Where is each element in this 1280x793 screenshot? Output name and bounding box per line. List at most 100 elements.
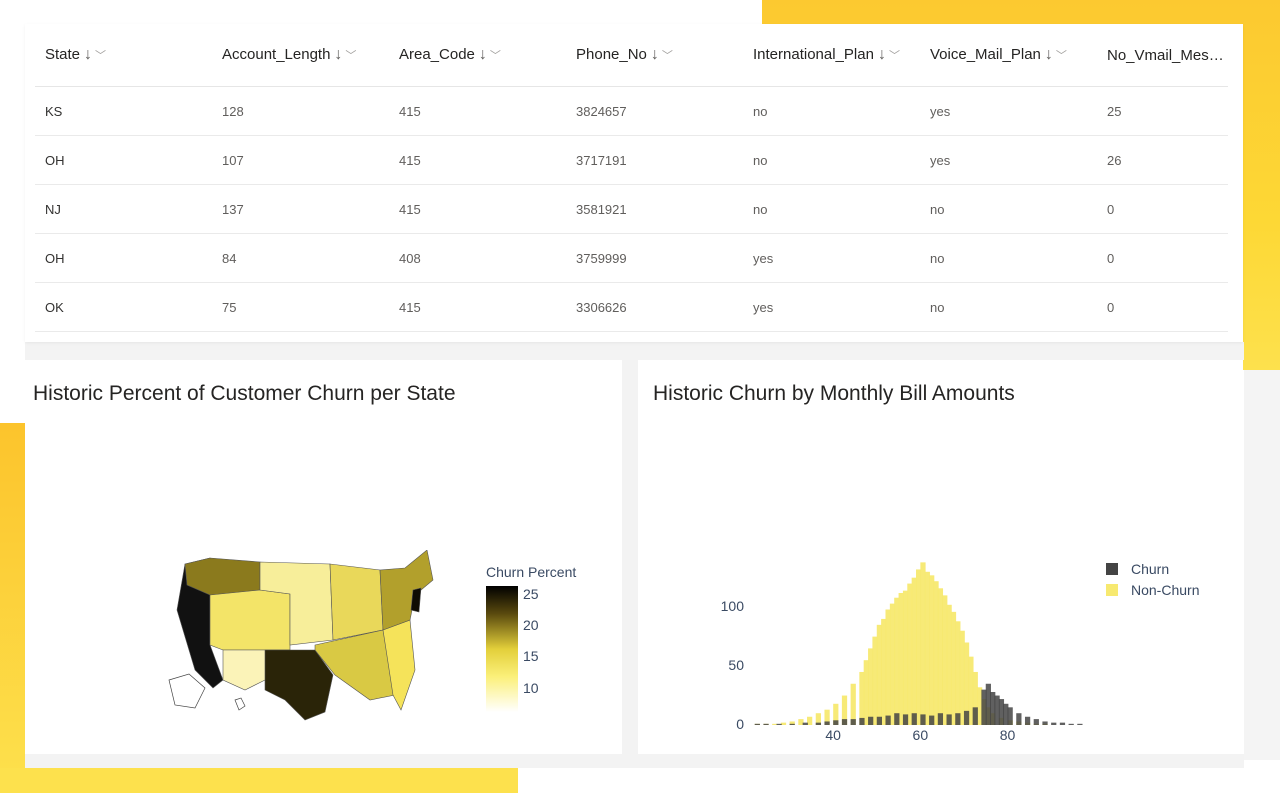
- churn-bar[interactable]: [1051, 722, 1057, 725]
- churn-bar[interactable]: [859, 717, 865, 725]
- churn-bar[interactable]: [763, 723, 769, 725]
- churn-bar[interactable]: [972, 707, 978, 725]
- sort-descending-icon[interactable]: ↓: [334, 46, 343, 63]
- non-churn-bar[interactable]: [833, 703, 839, 725]
- churn-bar[interactable]: [929, 715, 935, 725]
- churn-bar[interactable]: [754, 723, 760, 725]
- non-churn-bar[interactable]: [841, 695, 848, 725]
- chevron-down-icon[interactable]: ﹀: [1055, 50, 1067, 62]
- non-churn-bar[interactable]: [863, 660, 869, 725]
- churn-bar[interactable]: [868, 716, 874, 725]
- non-churn-bar[interactable]: [824, 709, 830, 725]
- sort-descending-icon[interactable]: ↓: [877, 46, 886, 63]
- column-header[interactable]: Account_Length ↓ ﹀: [212, 24, 389, 87]
- non-churn-bar[interactable]: [798, 719, 804, 725]
- churn-bar[interactable]: [894, 713, 900, 725]
- non-churn-bar[interactable]: [872, 636, 878, 725]
- churn-bar[interactable]: [963, 710, 970, 725]
- non-churn-bar[interactable]: [859, 671, 865, 725]
- chevron-down-icon[interactable]: ﹀: [661, 50, 673, 62]
- churn-bar[interactable]: [946, 714, 952, 725]
- churn-bar[interactable]: [911, 713, 917, 725]
- non-churn-bar[interactable]: [963, 642, 970, 726]
- sort-descending-icon[interactable]: ↓: [650, 46, 659, 63]
- churn-bar[interactable]: [920, 714, 926, 725]
- non-churn-bar[interactable]: [968, 656, 974, 725]
- non-churn-bar[interactable]: [889, 603, 896, 725]
- non-churn-bar[interactable]: [946, 604, 952, 725]
- churn-bar[interactable]: [815, 722, 821, 725]
- churn-bar[interactable]: [776, 723, 782, 725]
- churn-bar[interactable]: [1068, 723, 1074, 725]
- non-churn-bar[interactable]: [876, 624, 882, 725]
- table-row[interactable]: OH 107 415 3717191 no yes 26: [35, 135, 1228, 185]
- non-churn-bar[interactable]: [780, 722, 787, 725]
- churn-bar[interactable]: [1007, 707, 1013, 725]
- non-churn-bar[interactable]: [920, 562, 926, 725]
- churn-bar[interactable]: [1042, 721, 1048, 725]
- table-row[interactable]: KS 128 415 3824657 no yes 25: [35, 86, 1228, 136]
- non-churn-bar[interactable]: [955, 621, 961, 725]
- non-churn-bar[interactable]: [815, 713, 821, 725]
- histogram-plot[interactable]: [638, 360, 1243, 754]
- churn-bar[interactable]: [789, 723, 795, 725]
- us-choropleth-map[interactable]: [165, 550, 435, 725]
- non-churn-bar[interactable]: [894, 597, 900, 725]
- chevron-down-icon[interactable]: ﹀: [489, 50, 501, 62]
- legend-item-label[interactable]: Non-Churn: [1131, 582, 1200, 598]
- churn-bar[interactable]: [1033, 719, 1039, 725]
- churn-bar[interactable]: [1003, 703, 1009, 725]
- non-churn-bar[interactable]: [898, 593, 904, 725]
- non-churn-bar[interactable]: [902, 590, 909, 725]
- churn-bar[interactable]: [998, 699, 1005, 725]
- non-churn-bar[interactable]: [907, 583, 913, 725]
- non-churn-bar[interactable]: [807, 716, 813, 725]
- non-churn-bar[interactable]: [933, 581, 939, 725]
- churn-bar[interactable]: [885, 715, 891, 725]
- non-churn-bar[interactable]: [959, 630, 965, 725]
- non-churn-bar[interactable]: [937, 588, 944, 725]
- non-churn-bar[interactable]: [772, 723, 778, 725]
- non-churn-bar[interactable]: [929, 575, 935, 725]
- churn-bar[interactable]: [802, 722, 808, 725]
- churn-bar[interactable]: [850, 719, 856, 725]
- column-header[interactable]: Voice_Mail_Plan ↓ ﹀: [920, 24, 1097, 87]
- churn-bar[interactable]: [955, 713, 961, 725]
- non-churn-bar[interactable]: [868, 648, 874, 725]
- churn-bar[interactable]: [902, 714, 909, 725]
- churn-bar[interactable]: [841, 719, 848, 725]
- column-header[interactable]: No_Vmail_Mess...: [1097, 24, 1228, 87]
- churn-bar[interactable]: [985, 683, 991, 725]
- churn-bar[interactable]: [876, 716, 882, 725]
- column-header[interactable]: State ↓ ﹀: [35, 24, 212, 87]
- non-churn-bar[interactable]: [885, 609, 891, 726]
- churn-bar[interactable]: [824, 721, 830, 725]
- sort-descending-icon[interactable]: ↓: [84, 46, 93, 63]
- sort-descending-icon[interactable]: ↓: [478, 46, 487, 63]
- churn-bar[interactable]: [1077, 723, 1083, 725]
- column-header[interactable]: Phone_No ↓ ﹀: [566, 24, 743, 87]
- non-churn-bar[interactable]: [950, 611, 957, 725]
- chevron-down-icon[interactable]: ﹀: [345, 50, 357, 62]
- churn-bar[interactable]: [994, 695, 1000, 725]
- churn-bar[interactable]: [833, 720, 839, 725]
- non-churn-bar[interactable]: [924, 571, 930, 725]
- churn-bar[interactable]: [1059, 722, 1066, 725]
- legend-item-label[interactable]: Churn: [1131, 561, 1170, 577]
- non-churn-bar[interactable]: [942, 595, 948, 725]
- non-churn-bar[interactable]: [850, 683, 856, 725]
- sort-descending-icon[interactable]: ↓: [1044, 46, 1053, 63]
- non-churn-bar[interactable]: [916, 569, 922, 725]
- churn-bar[interactable]: [1016, 713, 1022, 725]
- non-churn-bar[interactable]: [881, 618, 887, 725]
- non-churn-bar[interactable]: [972, 671, 978, 725]
- table-row[interactable]: NJ 137 415 3581921 no no 0: [35, 184, 1228, 234]
- table-row[interactable]: OH 84 408 3759999 yes no 0: [35, 233, 1228, 283]
- column-header[interactable]: International_Plan ↓ ﹀: [743, 24, 920, 87]
- chevron-down-icon[interactable]: ﹀: [888, 50, 900, 62]
- column-header[interactable]: Area_Code ↓ ﹀: [389, 24, 566, 87]
- churn-bar[interactable]: [937, 713, 944, 725]
- churn-bar[interactable]: [1024, 716, 1031, 725]
- churn-bar[interactable]: [981, 689, 987, 725]
- non-churn-bar[interactable]: [789, 721, 795, 725]
